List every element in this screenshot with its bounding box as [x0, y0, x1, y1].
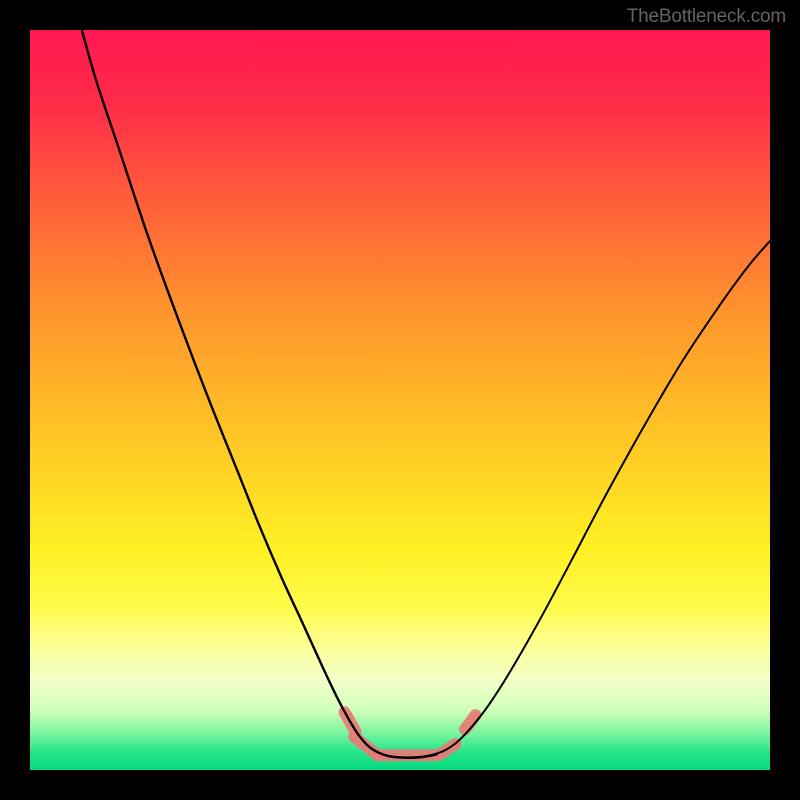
chart-plot-area	[30, 30, 770, 770]
curve-left	[82, 30, 437, 758]
chart-curves-layer	[30, 30, 770, 770]
bottom-highlight	[345, 712, 476, 755]
curve-right	[400, 241, 770, 758]
watermark-text: TheBottleneck.com	[627, 6, 786, 28]
